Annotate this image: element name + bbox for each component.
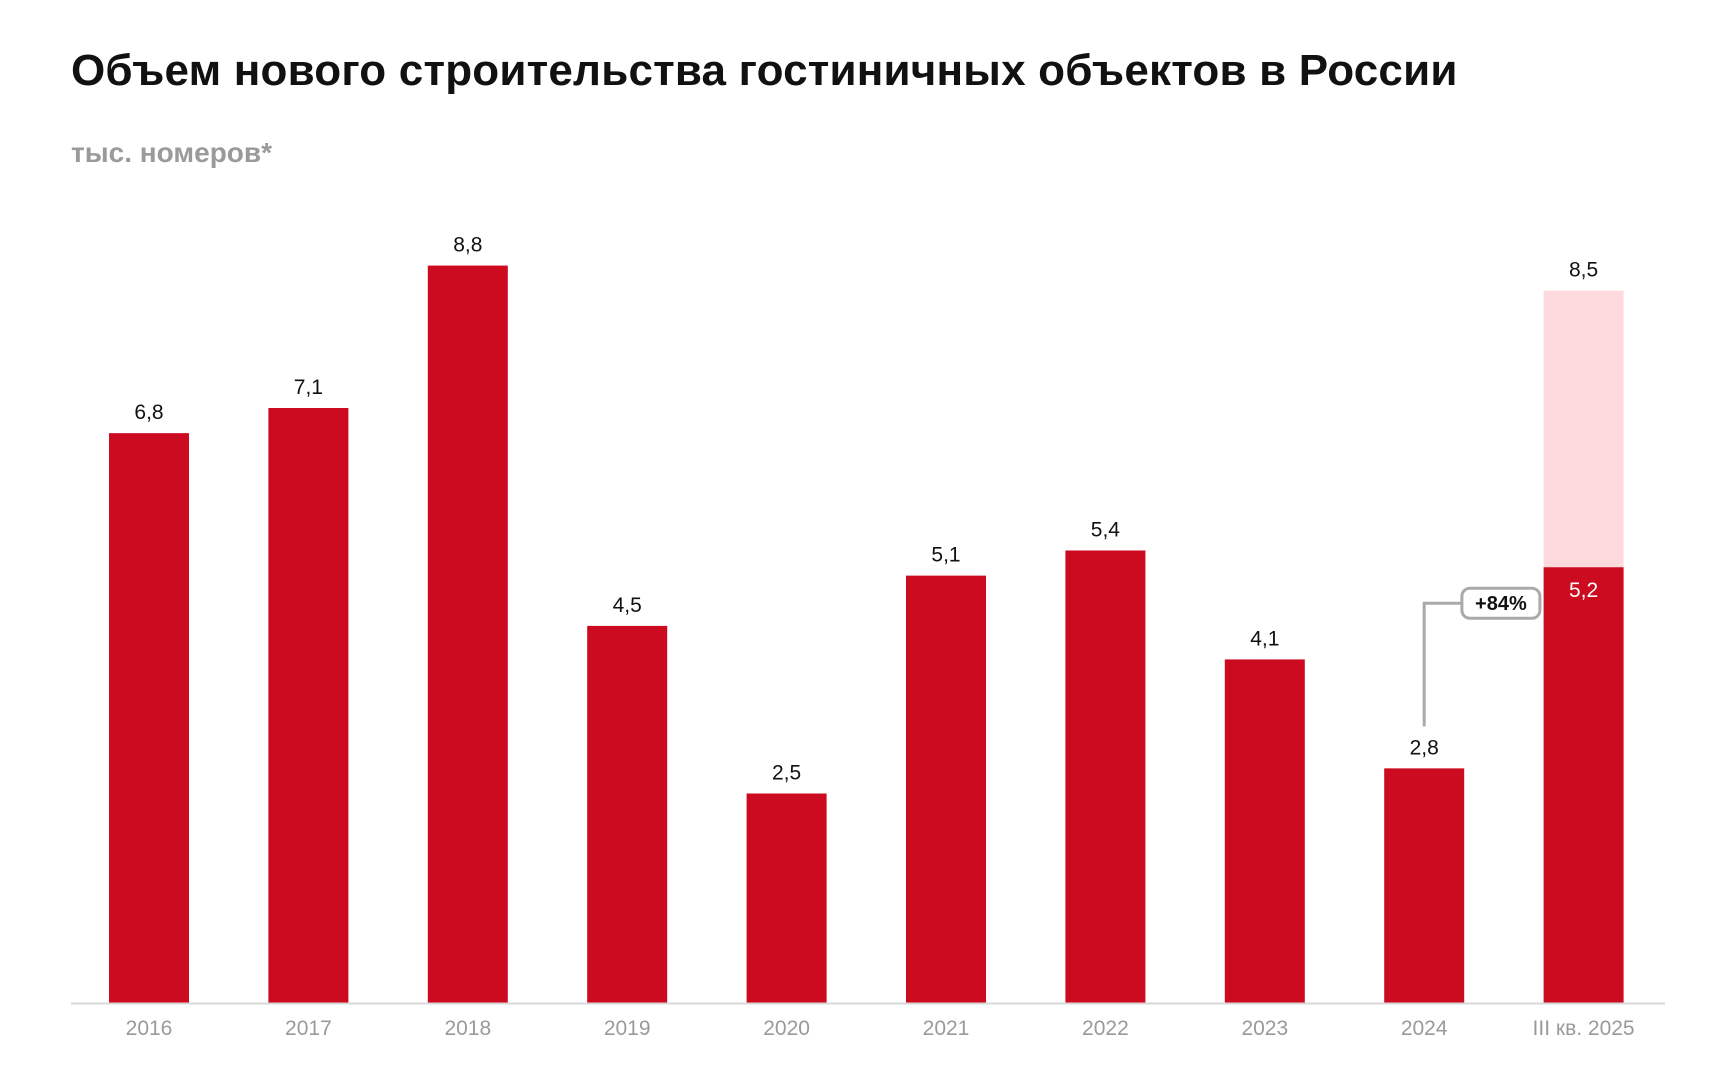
bar [587, 625, 668, 1003]
bar-value-label: 2,5 [772, 762, 801, 785]
bar [427, 265, 508, 1003]
x-tick-label: 2023 [1241, 1017, 1288, 1040]
bar-value-label: 4,5 [613, 594, 642, 617]
x-tick-label: 2024 [1401, 1017, 1448, 1040]
bar-value-label: 8,8 [453, 234, 482, 257]
bar-value-label: 6,8 [134, 401, 163, 424]
growth-callout: +84% [1422, 586, 1542, 727]
bar-value-label: 7,1 [294, 376, 323, 399]
bar [1543, 567, 1624, 1003]
callout-badge [1460, 586, 1542, 620]
chart-subtitle: тыс. номеров* [71, 137, 273, 168]
x-tick-label: III кв. 2025 [1533, 1017, 1635, 1040]
bar [109, 433, 189, 1003]
x-tick-label: 2018 [444, 1017, 491, 1040]
bar [1065, 550, 1146, 1003]
chart-title: Объем нового строительства гостиничных о… [71, 46, 1458, 95]
bar-value-label: 2,8 [1410, 736, 1439, 759]
value-labels: 6,8 7,1 8,8 4,5 2,5 5,1 5,4 4,1 2,8 5,2 8,5 [134, 234, 1598, 785]
x-tick-label: 2021 [923, 1017, 970, 1040]
callout-label: +84% [1475, 593, 1527, 615]
bars-group [109, 265, 1624, 1003]
bar-value-label: 4,1 [1250, 627, 1279, 650]
bar [906, 575, 986, 1003]
bar-value-label: 5,2 [1569, 579, 1598, 602]
x-tick-label: 2019 [604, 1017, 651, 1040]
x-tick-label: 2016 [126, 1017, 173, 1040]
x-tick-label: 2020 [763, 1017, 810, 1040]
bar [746, 793, 827, 1003]
x-tick-label: 2017 [285, 1017, 332, 1040]
bar-segment-light [1543, 290, 1624, 568]
bar-value-label: 5,1 [931, 544, 960, 567]
bar-total-label: 8,5 [1569, 259, 1598, 282]
bar [268, 408, 349, 1003]
x-tick-labels: 2016 2017 2018 2019 2020 2021 2022 2023 2024 III … [126, 1017, 1635, 1040]
bar [1384, 768, 1465, 1003]
bar-value-label: 5,4 [1091, 518, 1121, 541]
callout-connector-left [1422, 601, 1462, 727]
bar [1224, 659, 1305, 1003]
x-tick-label: 2022 [1082, 1017, 1129, 1040]
